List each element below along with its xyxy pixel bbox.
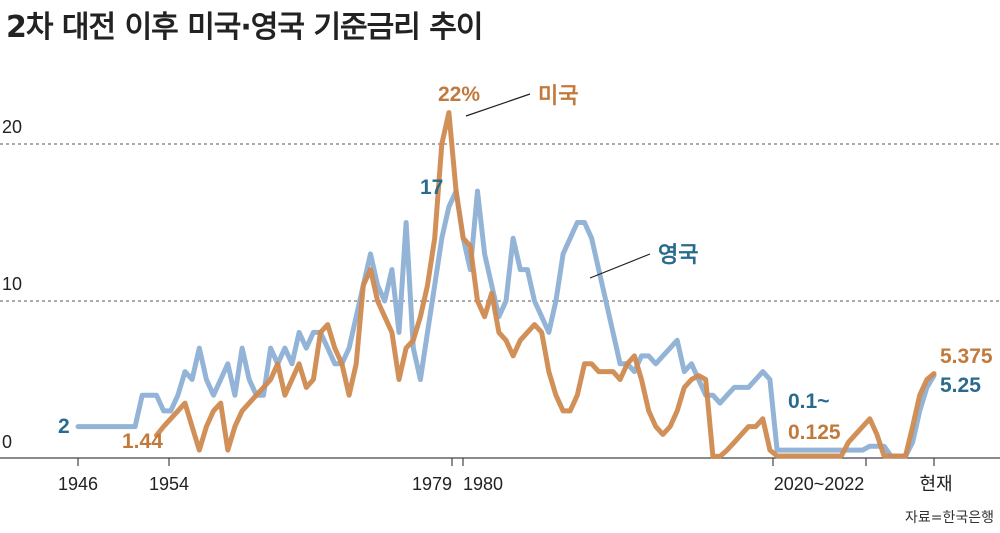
low-range-label-1: 0.1~	[788, 390, 829, 413]
x-tick-label: 1980	[463, 474, 503, 494]
series-layer	[75, 110, 937, 459]
x-tick-label: 2020~2022	[774, 474, 865, 494]
uk-peak-label: 17	[420, 176, 443, 199]
uk-start-label: 2	[58, 415, 70, 438]
us-current-label: 5.375	[940, 345, 993, 368]
y-tick-label: 10	[2, 274, 22, 294]
legend-uk: 영국	[658, 243, 698, 268]
chart-title: 2차 대전 이후 미국·영국 기준금리 추이	[6, 10, 483, 45]
x-tick-label: 현재	[919, 474, 952, 494]
low-range-label-2: 0.125	[788, 421, 841, 444]
us-rate-line	[154, 110, 937, 459]
y-tick-label: 0	[2, 432, 12, 452]
us-start-label: 1.44	[122, 430, 163, 453]
x-tick-label: 1979	[412, 474, 452, 494]
us-leader-line	[465, 93, 531, 117]
uk-rate-line	[75, 188, 937, 459]
x-tick-label: 1954	[149, 474, 189, 494]
uk-current-label: 5.25	[940, 374, 981, 397]
us-peak-label: 22%	[438, 83, 480, 106]
uk-leader-line	[589, 253, 651, 279]
legend-us: 미국	[538, 84, 578, 109]
y-tick-label: 20	[2, 117, 22, 137]
source-note: 자료=한국은행	[905, 510, 994, 526]
x-tick-label: 1946	[58, 474, 98, 494]
